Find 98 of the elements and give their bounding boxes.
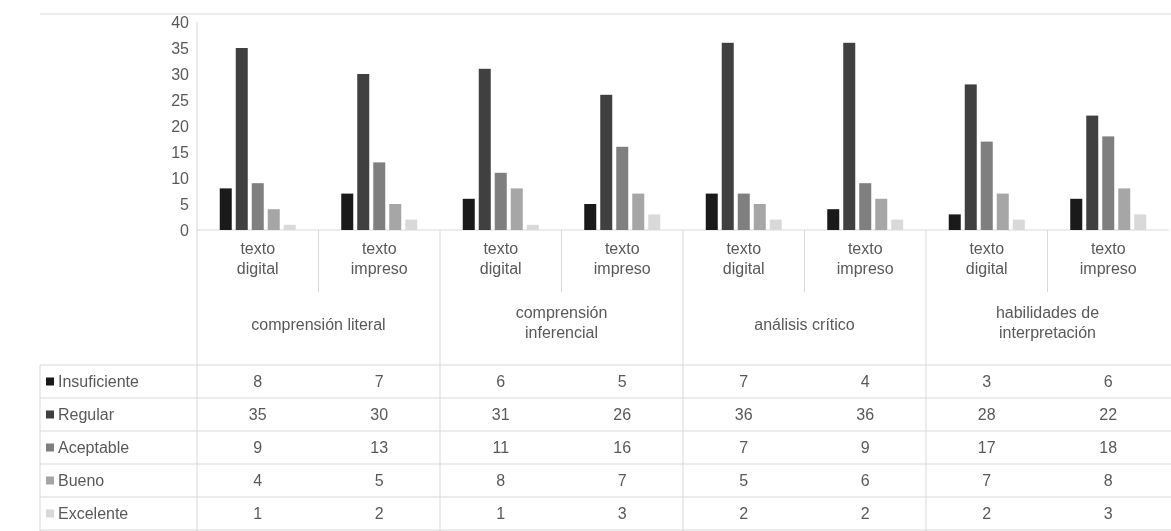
bar (843, 42, 856, 230)
bar (219, 188, 232, 230)
bar (251, 183, 264, 230)
x-tick-label: texto impreso (836, 240, 894, 277)
data-label: 1 (253, 505, 263, 523)
bar (1118, 188, 1131, 230)
data-label: 6 (1103, 373, 1113, 391)
bar (462, 198, 475, 230)
bar (1070, 198, 1083, 230)
data-label: 28 (977, 406, 996, 424)
data-label: 36 (856, 406, 875, 424)
data-label: 6 (496, 373, 506, 391)
data-label: 3 (982, 373, 992, 391)
data-label: 4 (253, 472, 263, 490)
bar (737, 193, 750, 230)
text: comprensión literal (251, 316, 386, 333)
data-label: 18 (1099, 439, 1118, 457)
legend-label: Bueno (58, 472, 105, 490)
bar (721, 42, 734, 230)
data-label: 7 (374, 373, 384, 391)
data-label: 7 (739, 373, 749, 391)
y-tick-label: 0 (180, 221, 190, 239)
bar (267, 209, 280, 230)
bar (948, 214, 961, 230)
legend-label: Insuficiente (58, 373, 140, 391)
bar (996, 193, 1009, 230)
data-label: 11 (492, 439, 510, 457)
bar (632, 193, 645, 230)
y-tick-label: 10 (171, 169, 190, 187)
x-tick-label: texto digital (479, 240, 522, 277)
data-label: 5 (739, 472, 749, 490)
data-label: 2 (739, 505, 749, 523)
bar (373, 162, 386, 230)
data-label: 5 (374, 472, 384, 490)
data-label: 30 (370, 406, 389, 424)
bar (705, 193, 718, 230)
data-label: 35 (248, 406, 267, 424)
y-tick-label: 40 (171, 13, 190, 31)
data-label: 7 (617, 472, 627, 490)
x-tick-label: texto impreso (593, 240, 651, 277)
bar (235, 48, 248, 230)
bar (357, 74, 370, 230)
y-tick-label: 5 (180, 195, 190, 213)
bar (341, 193, 354, 230)
data-label: 7 (982, 472, 992, 490)
x-tick-label: texto digital (722, 240, 765, 277)
data-label: 7 (739, 439, 749, 457)
x-tick-label: texto impreso (1079, 240, 1137, 277)
bar (964, 84, 977, 230)
data-label: 36 (734, 406, 753, 424)
data-label: 17 (977, 439, 996, 457)
data-label: 9 (860, 439, 870, 457)
data-label: 22 (1099, 406, 1118, 424)
bar (875, 198, 888, 230)
bar (980, 141, 993, 230)
data-label: 16 (613, 439, 632, 457)
x-tick-label: texto impreso (350, 240, 408, 277)
data-label: 2 (860, 505, 870, 523)
data-label: 13 (370, 439, 389, 457)
data-label: 8 (496, 472, 506, 490)
data-label: 2 (982, 505, 992, 523)
bar (859, 183, 872, 230)
data-label: 3 (1103, 505, 1113, 523)
data-label: 8 (1103, 472, 1113, 490)
legend-label: Aceptable (58, 439, 130, 457)
bar (494, 172, 507, 230)
data-label: 6 (860, 472, 870, 490)
bar (753, 204, 766, 230)
bar (616, 146, 629, 230)
y-tick-label: 20 (171, 117, 190, 135)
data-label: 31 (491, 406, 510, 424)
bar (600, 94, 613, 230)
text: análisis crítico (754, 316, 855, 333)
y-tick-label: 35 (171, 39, 190, 57)
data-label: 2 (374, 505, 384, 523)
data-label: 8 (253, 373, 263, 391)
text: habilidades de interpretación (995, 304, 1100, 341)
bar (478, 68, 491, 230)
data-label: 9 (253, 439, 263, 457)
bar (827, 209, 840, 230)
y-tick-label: 25 (171, 91, 190, 109)
x-tick-label: texto digital (965, 240, 1008, 277)
bar (510, 188, 523, 230)
y-tick-label: 30 (171, 65, 190, 83)
data-label: 3 (617, 505, 627, 523)
bar (1102, 136, 1115, 230)
x-tick-label: texto digital (236, 240, 279, 277)
y-tick-label: 15 (171, 143, 190, 161)
data-label: 4 (860, 373, 870, 391)
legend-label: Excelente (58, 505, 129, 523)
bar (584, 204, 597, 230)
data-label: 5 (617, 373, 627, 391)
bar (389, 204, 402, 230)
legend-label: Regular (58, 406, 115, 424)
data-label: 1 (496, 505, 506, 523)
data-label: 26 (613, 406, 632, 424)
bar (1086, 115, 1099, 230)
text: comprensión inferencial (515, 304, 608, 341)
